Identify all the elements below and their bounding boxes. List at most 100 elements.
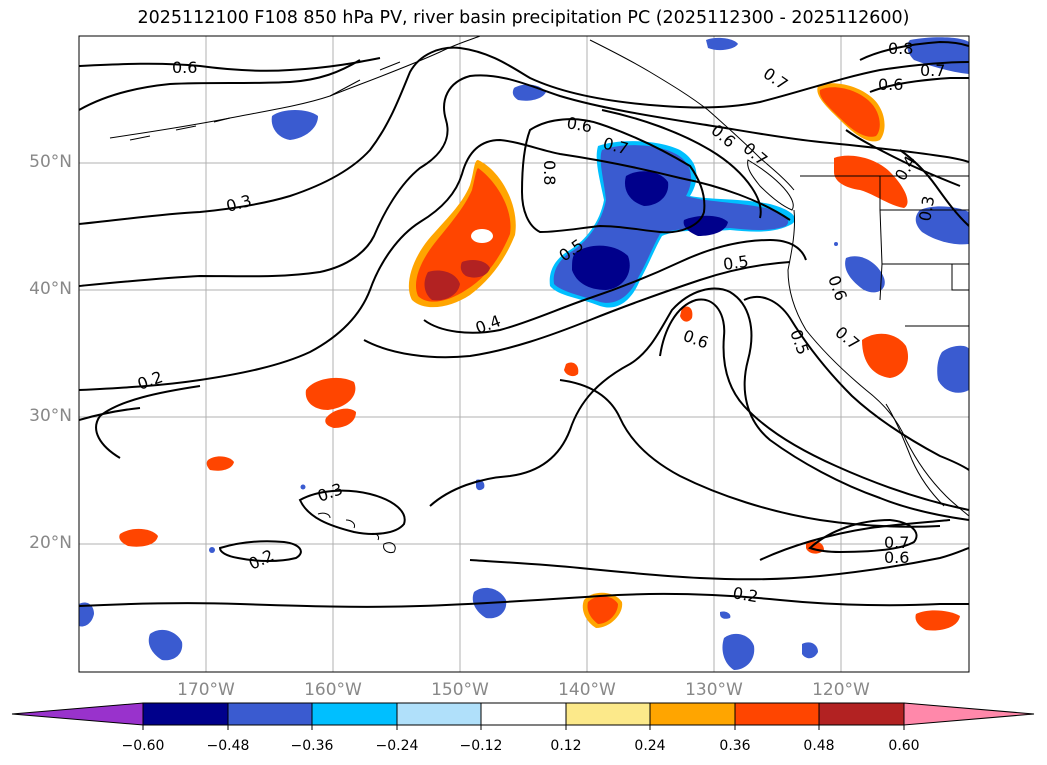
coastline-hawaii: [317, 512, 396, 553]
colorbar-segment: [227, 702, 313, 726]
lon-label: 140°W: [558, 680, 616, 700]
precip-area-neg: [834, 242, 838, 246]
colorbar-tick-label: 0.24: [634, 738, 666, 754]
precip-area-pos: [460, 260, 490, 278]
lat-label: 30°N: [29, 406, 72, 426]
precip-area-neg: [937, 345, 969, 393]
pv-contour: [429, 287, 969, 521]
colorbar-tick-label: −0.24: [375, 738, 419, 754]
pv-contour: [79, 46, 969, 225]
colorbar-tick-label: −0.36: [290, 738, 334, 754]
colorbar-extend-high: [903, 702, 1035, 726]
map-frame: [78, 35, 970, 673]
precip-area-neg: [706, 37, 738, 51]
lat-label: 20°N: [29, 533, 72, 553]
pv-contour: [363, 261, 791, 359]
colorbar-segment: [818, 702, 905, 726]
pv-contour: [79, 138, 791, 391]
colorbar-tick-label: 0.48: [803, 738, 835, 754]
colorbar: [11, 702, 1035, 730]
contour-label: 0.3: [915, 194, 938, 222]
contour-label: 0.8: [540, 160, 559, 185]
lon-label: 170°W: [177, 680, 235, 700]
pv-contour: [79, 57, 381, 72]
coastline-bc: [589, 39, 795, 191]
precip-area-neg: [148, 629, 183, 661]
colorbar-tick-label: 0.36: [719, 738, 751, 754]
pv-contour: [869, 76, 969, 93]
colorbar-segment: [311, 702, 398, 726]
colorbar-tick-label: 0.12: [550, 738, 582, 754]
precip-area-neg: [907, 37, 969, 74]
precip-area-neg: [915, 206, 969, 245]
coastline-vancouver-island: [747, 159, 794, 211]
contour-label: 0.6: [565, 113, 593, 136]
precip-area-neg: [271, 110, 318, 140]
precip-area-pos: [564, 362, 579, 377]
colorbar-segment: [480, 702, 567, 726]
precip-area-pos: [305, 377, 356, 410]
precip-area-neg: [79, 602, 94, 627]
lat-label: 50°N: [29, 152, 72, 172]
precip-area-neg: [300, 484, 306, 490]
precip-area-neg: [722, 633, 755, 670]
pv-contours: [79, 40, 969, 608]
pv-contour: [423, 238, 807, 334]
pv-contour: [743, 295, 969, 471]
colorbar-segment: [142, 702, 229, 726]
precip-area-pos: [680, 306, 693, 322]
precip-negative-areas: [79, 37, 969, 670]
precip-area-neg: [572, 245, 630, 290]
pv-contour: [659, 298, 969, 511]
colorbar-tick-label: −0.60: [121, 738, 165, 754]
contour-label: 0.2: [731, 583, 759, 606]
coastlines: [109, 36, 969, 553]
lon-label: 160°W: [304, 680, 362, 700]
pv-contour: [808, 518, 918, 554]
contour-label: 0.8: [888, 39, 913, 58]
lat-label: 40°N: [29, 279, 72, 299]
graticule: [79, 36, 969, 672]
precip-area-pos: [119, 528, 158, 547]
lon-label: 120°W: [812, 680, 870, 700]
colorbar-segment: [396, 702, 482, 726]
lon-label: 150°W: [431, 680, 489, 700]
precip-area-pos: [915, 610, 960, 631]
precip-area-neg: [209, 547, 215, 553]
contour-label: 0.6: [172, 58, 197, 77]
colorbar-tick-label: −0.12: [459, 738, 503, 754]
contour-label: 0.6: [878, 75, 903, 94]
colorbar-segment: [734, 702, 820, 726]
map-background: [79, 36, 969, 672]
contour-label: 0.7: [884, 533, 909, 552]
contour-label: 0.6: [884, 548, 909, 567]
precip-area-neg: [802, 642, 818, 659]
contour-label: 0.5: [722, 252, 750, 274]
border-states: [879, 176, 969, 327]
pv-contour: [218, 540, 302, 562]
precip-area-pos: [325, 408, 356, 428]
figure-title: 2025112100 F108 850 hPa PV, river basin …: [137, 8, 910, 28]
precip-area-neg: [845, 256, 885, 293]
pv-contour: [298, 489, 406, 535]
pv-contour: [79, 74, 969, 287]
pv-contour: [79, 407, 141, 421]
pv-contour: [759, 519, 951, 561]
pv-contour: [79, 59, 361, 111]
precip-area-pos: [834, 155, 908, 208]
pv-contour: [520, 118, 706, 234]
colorbar-extend-low: [11, 702, 144, 726]
precip-area-pos: [424, 270, 460, 301]
precip-area-neg: [624, 171, 669, 206]
coastline-alaska-islands: [129, 61, 401, 141]
pv-contour: [845, 129, 961, 187]
precip-area-pos: [819, 87, 880, 137]
coastline-west-us: [787, 209, 969, 517]
pv-contour: [79, 592, 969, 608]
pv-contour: [469, 547, 969, 581]
pv-contour: [601, 109, 762, 219]
coastline-alaska: [109, 36, 481, 139]
pv-contour: [859, 40, 969, 61]
precip-positive-areas: [119, 83, 960, 631]
